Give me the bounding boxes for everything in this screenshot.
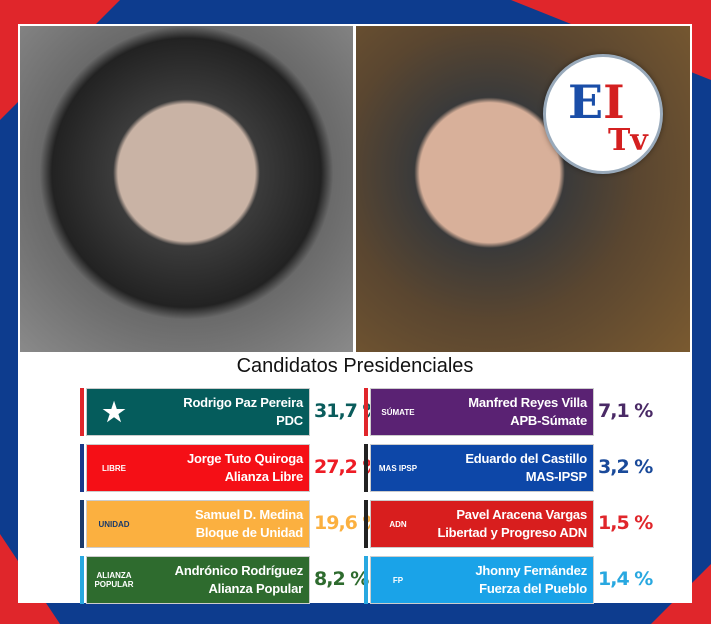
party-logo-icon: FP — [392, 575, 404, 585]
candidate-text: Jorge Tuto Quiroga Alianza Libre — [139, 450, 303, 486]
party-logo-icon: MAS IPSP — [378, 463, 418, 473]
eitv-logo: EI Tv — [543, 54, 663, 174]
accent-bar — [364, 556, 368, 604]
accent-bar — [80, 500, 84, 548]
party-logo-icon: LIBRE — [102, 463, 126, 473]
party-logo-icon: ★ — [102, 397, 126, 427]
candidate-card: MAS IPSP Eduardo del Castillo MAS-IPSP — [370, 444, 594, 492]
candidate-row: MAS IPSP Eduardo del Castillo MAS-IPSP 3… — [364, 444, 664, 492]
candidate-row: ★ Rodrigo Paz Pereira PDC 31,7 % — [80, 388, 382, 436]
candidate-text: Samuel D. Medina Bloque de Unidad — [139, 506, 303, 542]
candidate-text: Rodrigo Paz Pereira PDC — [139, 394, 303, 430]
candidate-text: Manfred Reyes Villa APB-Súmate — [423, 394, 587, 430]
party-name: Alianza Popular — [208, 581, 303, 596]
page-title: Candidatos Presidenciales — [236, 355, 474, 377]
candidate-row: SÚMATE Manfred Reyes Villa APB-Súmate 7,… — [364, 388, 664, 436]
candidate-name: Jorge Tuto Quiroga — [186, 451, 303, 466]
candidate-row: LIBRE Jorge Tuto Quiroga Alianza Libre 2… — [80, 444, 382, 492]
accent-bar — [364, 388, 368, 436]
accent-bar — [80, 444, 84, 492]
candidate-name: Samuel D. Medina — [194, 507, 303, 522]
party-logo-icon: ADN — [389, 519, 407, 529]
party-name: APB-Súmate — [510, 413, 587, 428]
party-logo-icon: SÚMATE — [381, 407, 415, 417]
candidate-name: Pavel Aracena Vargas — [456, 507, 587, 522]
candidate-row: UNIDAD Samuel D. Medina Bloque de Unidad… — [80, 500, 382, 548]
party-name: Fuerza del Pueblo — [479, 581, 587, 596]
candidate-name: Manfred Reyes Villa — [468, 395, 587, 410]
candidate-card: UNIDAD Samuel D. Medina Bloque de Unidad — [86, 500, 310, 548]
candidate-text: Eduardo del Castillo MAS-IPSP — [423, 450, 587, 486]
party-name: Bloque de Unidad — [195, 525, 304, 540]
vote-percent: 8,2 % — [314, 568, 369, 590]
candidate-row: FP Jhonny Fernández Fuerza del Pueblo 1,… — [364, 556, 664, 604]
candidate-photo-left — [20, 26, 353, 352]
accent-bar — [364, 444, 368, 492]
candidate-card: FP Jhonny Fernández Fuerza del Pueblo — [370, 556, 594, 604]
candidate-name: Jhonny Fernández — [475, 563, 587, 578]
party-name: Alianza Libre — [224, 469, 304, 484]
vote-percent: 7,1 % — [598, 400, 653, 422]
party-name: Libertad y Progreso ADN — [437, 525, 587, 540]
candidate-name: Eduardo del Castillo — [465, 451, 587, 466]
candidate-row: ADN Pavel Aracena Vargas Libertad y Prog… — [364, 500, 664, 548]
candidate-text: Pavel Aracena Vargas Libertad y Progreso… — [423, 506, 587, 542]
candidate-card: ★ Rodrigo Paz Pereira PDC — [86, 388, 310, 436]
candidate-row: ALIANZA POPULAR Andrónico Rodríguez Alia… — [80, 556, 380, 604]
accent-bar — [364, 500, 368, 548]
vote-percent: 3,2 % — [598, 456, 653, 478]
infographic-panel: EI Tv Candidatos Presidenciales ★ Rodrigo… — [18, 24, 692, 604]
party-logo-icon: UNIDAD — [98, 519, 130, 529]
candidate-card: SÚMATE Manfred Reyes Villa APB-Súmate — [370, 388, 594, 436]
candidate-text: Andrónico Rodríguez Alianza Popular — [139, 562, 304, 598]
candidate-name: Andrónico Rodríguez — [174, 563, 304, 578]
candidate-name: Rodrigo Paz Pereira — [183, 395, 303, 410]
candidate-text: Jhonny Fernández Fuerza del Pueblo — [423, 562, 587, 598]
accent-bar — [80, 556, 84, 604]
candidate-card: ALIANZA POPULAR Andrónico Rodríguez Alia… — [86, 556, 310, 604]
vote-percent: 1,5 % — [598, 512, 653, 534]
accent-bar — [80, 388, 84, 436]
vote-percent: 1,4 % — [598, 568, 653, 590]
candidate-card: ADN Pavel Aracena Vargas Libertad y Prog… — [370, 500, 594, 548]
party-name: PDC — [276, 413, 303, 428]
party-name: MAS-IPSP — [525, 469, 587, 484]
candidate-card: LIBRE Jorge Tuto Quiroga Alianza Libre — [86, 444, 310, 492]
party-logo-icon: ALIANZA POPULAR — [94, 571, 134, 589]
